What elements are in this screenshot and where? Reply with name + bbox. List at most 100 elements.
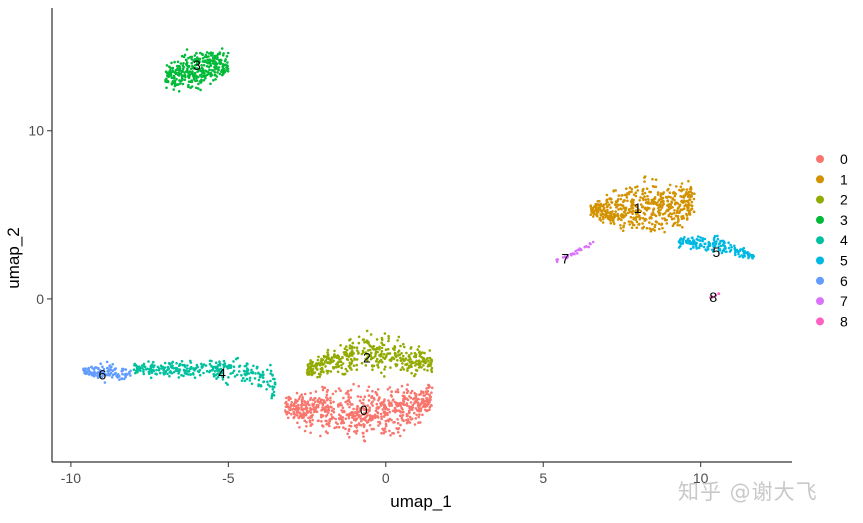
point [417, 406, 421, 410]
point [676, 214, 680, 218]
point [660, 206, 664, 209]
point [384, 419, 388, 423]
point [197, 82, 200, 86]
legend-key-2 [816, 195, 824, 204]
point [616, 198, 620, 201]
point [368, 354, 372, 357]
point [359, 414, 362, 418]
point [420, 401, 424, 404]
point [601, 221, 605, 224]
point [668, 191, 672, 194]
point [183, 53, 187, 57]
x-tick-label: 0 [382, 470, 390, 486]
point [95, 366, 98, 369]
point [309, 408, 313, 412]
point [293, 412, 296, 416]
cluster-label-7: 7 [561, 251, 569, 267]
point [401, 362, 404, 365]
point [609, 221, 613, 225]
point [387, 399, 390, 402]
point [381, 356, 385, 359]
point [409, 401, 413, 404]
point [747, 256, 750, 260]
point [365, 429, 369, 432]
point [317, 419, 320, 423]
point [643, 176, 646, 179]
point [666, 199, 670, 202]
point [369, 333, 373, 336]
point [212, 375, 216, 378]
point [139, 369, 142, 373]
point [619, 203, 622, 206]
point [371, 347, 375, 351]
point [397, 349, 401, 353]
point [337, 360, 340, 364]
point [368, 348, 372, 352]
point [135, 367, 139, 371]
point [243, 364, 247, 368]
legend-label-3: 3 [840, 212, 848, 228]
point [659, 208, 662, 212]
point [405, 391, 409, 395]
point [328, 424, 331, 428]
point [307, 416, 310, 420]
point [270, 394, 274, 398]
point [212, 79, 215, 82]
point [248, 379, 252, 382]
point [620, 218, 623, 222]
point [650, 216, 653, 220]
point [242, 376, 245, 380]
point [90, 374, 94, 377]
point [611, 217, 615, 221]
point [323, 406, 327, 410]
point [308, 403, 311, 407]
point [286, 416, 290, 420]
point [399, 356, 402, 360]
cluster-0-points [284, 382, 434, 443]
point [321, 406, 324, 409]
point [195, 363, 199, 367]
point [205, 55, 208, 59]
point [427, 402, 430, 406]
point [155, 368, 158, 372]
point [261, 370, 265, 374]
point [399, 368, 403, 372]
point [375, 357, 379, 361]
point [328, 361, 332, 365]
point [619, 197, 623, 201]
point [326, 351, 329, 354]
point [211, 62, 215, 65]
point [334, 421, 338, 424]
point [209, 59, 213, 62]
point [399, 414, 403, 418]
point [165, 77, 168, 81]
point [684, 192, 688, 196]
point [332, 407, 336, 411]
point [229, 372, 232, 375]
point [340, 420, 344, 424]
point [636, 185, 639, 188]
point [712, 236, 716, 240]
point [711, 295, 714, 299]
point [651, 211, 655, 214]
point [325, 423, 328, 426]
point [413, 355, 417, 359]
point [403, 395, 406, 399]
point [100, 375, 104, 379]
point [399, 423, 402, 427]
point [210, 69, 214, 72]
point [400, 406, 404, 410]
point [630, 220, 633, 223]
point [97, 367, 100, 371]
point [189, 359, 192, 363]
point [379, 412, 383, 416]
point [386, 347, 390, 351]
point [218, 360, 221, 364]
point [349, 362, 353, 366]
point [340, 364, 343, 367]
point [329, 396, 332, 400]
point [210, 369, 214, 372]
point [688, 213, 692, 216]
point [200, 66, 204, 70]
point [265, 388, 268, 391]
